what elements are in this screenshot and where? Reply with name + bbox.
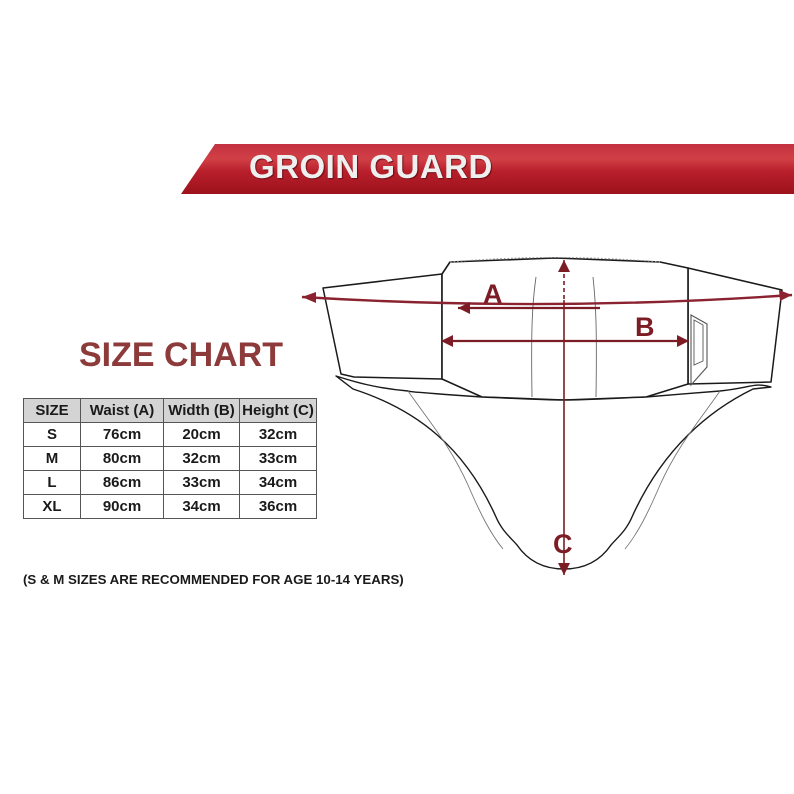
- svg-text:A: A: [483, 279, 503, 309]
- svg-text:B: B: [635, 312, 655, 342]
- svg-text:C: C: [553, 529, 573, 559]
